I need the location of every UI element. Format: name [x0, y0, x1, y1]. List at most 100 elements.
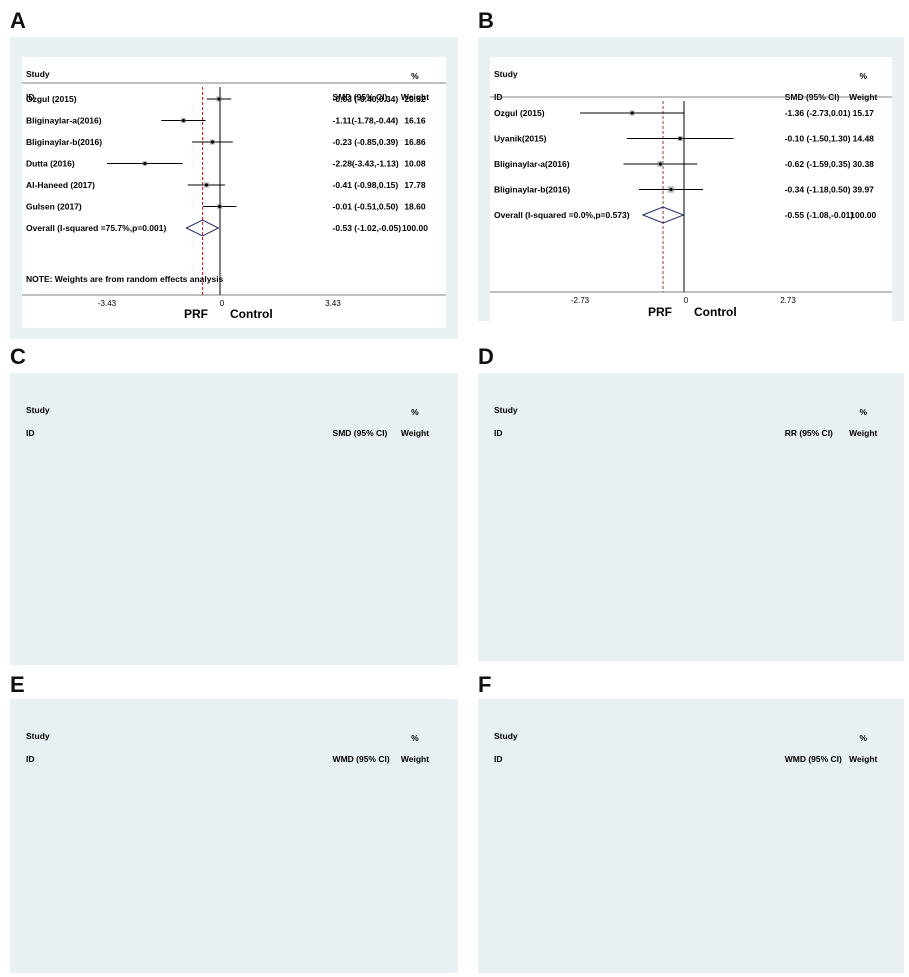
panel-background: [10, 373, 458, 665]
percent-header: %: [411, 733, 419, 743]
study-label: Dutta (2016): [26, 159, 75, 169]
percent-header: %: [859, 71, 867, 81]
overall-diamond: [185, 219, 220, 237]
study-ci-text: -0.03 (-0.40,0.34): [333, 94, 399, 104]
panel-background: [478, 699, 904, 973]
study-point: [630, 111, 634, 115]
weight-header: Weight: [401, 92, 429, 102]
study-weight: 17.78: [404, 180, 426, 190]
study-header: Study: [494, 69, 518, 79]
panel-background: [478, 373, 904, 661]
percent-header: %: [411, 407, 419, 417]
panel-letter-d: D: [478, 344, 494, 369]
weights-note: NOTE: Weights are from random effects an…: [26, 274, 224, 284]
study-point: [678, 136, 682, 141]
study-header: Study: [494, 731, 518, 741]
panel-background: [10, 699, 458, 973]
weight-header: Weight: [401, 754, 429, 764]
study-label: Bliginaylar-b(2016): [494, 185, 570, 195]
panel-letter-e: E: [10, 672, 25, 697]
id-header: ID: [494, 754, 503, 764]
panel-letter-b: B: [478, 8, 494, 33]
overall-weight: 100.00: [402, 223, 428, 233]
study-header: Study: [26, 69, 50, 79]
overall-label: Overall (I-squared =0.0%,p=0.573): [494, 210, 630, 220]
study-point: [204, 183, 209, 187]
panel-letter-c: C: [10, 344, 26, 369]
study-header: Study: [494, 405, 518, 415]
study-weight: 15.17: [853, 108, 875, 118]
study-ci-text: -0.10 (-1.50,1.30): [785, 134, 851, 144]
effect-header: RR (95% CI): [785, 428, 833, 438]
percent-header: %: [859, 733, 867, 743]
axis-tick-label: 0: [220, 299, 225, 308]
plot-background: [22, 57, 446, 328]
study-ci-text: -1.11(-1.78,-0.44): [333, 116, 399, 126]
percent-header: %: [859, 407, 867, 417]
overall-diamond: [641, 206, 685, 224]
forest-plot-a: Study % ID SMD (95% CI) Weight Ozgul (2015) -0…: [10, 37, 458, 339]
study-weight: 30.38: [853, 159, 875, 169]
effect-header: SMD (95% CI): [333, 428, 388, 438]
axis-tick-label: -2.73: [571, 296, 590, 305]
study-point: [218, 204, 222, 209]
effect-header: WMD (95% CI): [785, 754, 842, 764]
study-ci-text: -0.41 (-0.98,0.15): [333, 180, 399, 190]
study-header: Study: [26, 731, 50, 741]
study-point: [669, 187, 673, 192]
weight-header: Weight: [849, 754, 877, 764]
study-point: [217, 97, 221, 101]
overall-ci-text: -0.55 (-1.08,-0.01): [785, 210, 854, 220]
overall-weight: 100.00: [850, 210, 876, 220]
study-label: Bliginaylar-a(2016): [494, 159, 570, 169]
weight-header: Weight: [401, 428, 429, 438]
study-point: [181, 118, 186, 123]
id-header: ID: [26, 92, 35, 102]
study-weight: 39.97: [853, 185, 875, 195]
left-direction-label: PRF: [648, 305, 672, 319]
study-weight: 20.52: [404, 94, 426, 104]
study-label: Uyanik(2015): [494, 134, 547, 144]
axis-tick-label: 3.43: [325, 299, 341, 308]
left-direction-label: PRF: [184, 307, 208, 321]
study-label: Bliginaylar-a(2016): [26, 116, 102, 126]
overall-label: Overall (I-squared =75.7%,p=0.001): [26, 223, 166, 233]
id-header: ID: [26, 754, 35, 764]
study-label: Ozgul (2015): [26, 94, 77, 104]
right-direction-label: Control: [230, 307, 273, 321]
study-weight: 10.08: [404, 159, 426, 169]
effect-header: SMD (95% CI): [333, 92, 388, 102]
study-weight: 18.60: [404, 202, 426, 212]
study-ci-text: -1.36 (-2.73,0.01): [785, 108, 851, 118]
study-weight: 16.16: [404, 116, 426, 126]
axis-tick-label: -3.43: [98, 299, 117, 308]
study-ci-text: -0.23 (-0.85,0.39): [333, 137, 399, 147]
study-point: [658, 162, 662, 166]
study-ci-text: -0.34 (-1.18,0.50): [785, 185, 851, 195]
study-ci-text: -2.28(-3.43,-1.13): [333, 159, 399, 169]
study-point: [210, 140, 215, 144]
study-ci-text: -0.01 (-0.51,0.50): [333, 202, 399, 212]
effect-header: WMD (95% CI): [333, 754, 390, 764]
study-weight: 16.86: [404, 137, 426, 147]
study-header: Study: [26, 405, 50, 415]
study-label: Bliginaylar-b(2016): [26, 137, 102, 147]
study-weight: 14.48: [853, 134, 875, 144]
overall-ci-text: -0.53 (-1.02,-0.05): [333, 223, 402, 233]
id-header: ID: [26, 428, 35, 438]
study-label: Al-Haneed (2017): [26, 180, 95, 190]
axis-tick-label: 0: [684, 296, 689, 305]
weight-header: Weight: [849, 428, 877, 438]
right-direction-label: Control: [694, 305, 737, 319]
id-header: ID: [494, 428, 503, 438]
axis-tick-label: 2.73: [780, 296, 796, 305]
panel-letter-f: F: [478, 672, 492, 697]
study-label: Ozgul (2015): [494, 108, 545, 118]
panel-letter-a: A: [10, 8, 26, 33]
study-label: Gulsen (2017): [26, 202, 82, 212]
